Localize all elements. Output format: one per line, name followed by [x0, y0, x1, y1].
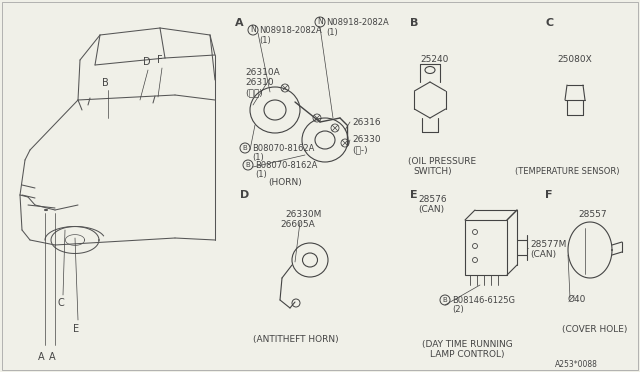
Text: LAMP CONTROL): LAMP CONTROL) — [430, 350, 504, 359]
Text: N: N — [317, 17, 323, 26]
Text: 26310A: 26310A — [245, 68, 280, 77]
Text: B: B — [410, 18, 419, 28]
Text: B: B — [246, 162, 250, 168]
Text: B08070-8162A: B08070-8162A — [252, 144, 314, 153]
Text: (1): (1) — [255, 170, 267, 179]
Text: (2): (2) — [452, 305, 464, 314]
Text: (OIL PRESSURE: (OIL PRESSURE — [408, 157, 476, 166]
Text: (HORN): (HORN) — [268, 178, 301, 187]
Text: (ハイ): (ハイ) — [245, 88, 263, 97]
Text: (COVER HOLE): (COVER HOLE) — [562, 325, 627, 334]
Text: A: A — [38, 352, 45, 362]
Text: (CAN): (CAN) — [530, 250, 556, 259]
Text: D: D — [143, 57, 150, 67]
Text: (1): (1) — [252, 153, 264, 162]
Text: 28577M: 28577M — [530, 240, 566, 249]
Text: (CAN): (CAN) — [418, 205, 444, 214]
Text: B08070-8162A: B08070-8162A — [255, 161, 317, 170]
Text: 26310: 26310 — [245, 78, 274, 87]
Text: B: B — [243, 145, 248, 151]
Text: 28576: 28576 — [418, 195, 447, 204]
Text: C: C — [57, 298, 64, 308]
Text: B: B — [102, 78, 109, 88]
Text: SWITCH): SWITCH) — [413, 167, 452, 176]
Text: 26330M: 26330M — [285, 210, 321, 219]
Text: N: N — [250, 26, 256, 35]
Text: E: E — [410, 190, 418, 200]
Text: F: F — [545, 190, 552, 200]
Text: 26330: 26330 — [352, 135, 381, 144]
Text: 25080X: 25080X — [557, 55, 592, 64]
Text: (TEMPERATURE SENSOR): (TEMPERATURE SENSOR) — [515, 167, 620, 176]
Text: F: F — [157, 55, 163, 65]
Text: Ø40: Ø40 — [568, 295, 586, 304]
Text: (1): (1) — [326, 28, 338, 37]
Text: B: B — [443, 297, 447, 303]
Text: E: E — [73, 324, 79, 334]
Text: 26316: 26316 — [352, 118, 381, 127]
Text: 28557: 28557 — [578, 210, 607, 219]
Text: 25240: 25240 — [420, 55, 449, 64]
Text: B08146-6125G: B08146-6125G — [452, 296, 515, 305]
Text: A: A — [49, 352, 56, 362]
Text: N08918-2082A: N08918-2082A — [259, 26, 322, 35]
Text: (ロ-): (ロ-) — [352, 145, 367, 154]
Text: (DAY TIME RUNNING: (DAY TIME RUNNING — [422, 340, 513, 349]
Text: (1): (1) — [259, 36, 271, 45]
Text: (ANTITHEFT HORN): (ANTITHEFT HORN) — [253, 335, 339, 344]
Text: A: A — [235, 18, 244, 28]
Text: C: C — [545, 18, 553, 28]
Text: A253*0088: A253*0088 — [555, 360, 598, 369]
Text: N08918-2082A: N08918-2082A — [326, 18, 388, 27]
Text: D: D — [240, 190, 249, 200]
Text: 26605A: 26605A — [280, 220, 315, 229]
